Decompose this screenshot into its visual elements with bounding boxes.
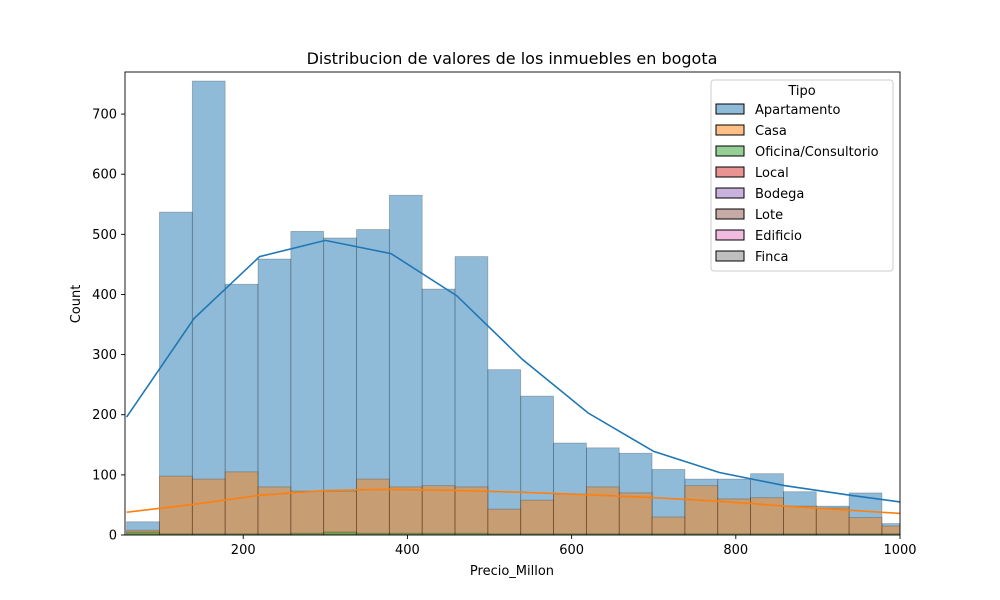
bar [290, 230, 325, 535]
legend-swatch [715, 229, 745, 241]
x-tick-label: 600 [559, 543, 584, 558]
legend-item: Finca [715, 250, 789, 265]
bar [323, 237, 357, 535]
x-tick-label: 400 [395, 543, 420, 558]
y-tick-label: 600 [92, 168, 117, 183]
legend-swatch [715, 166, 745, 178]
legend-item: Edificio [715, 229, 802, 244]
series-2-bars [126, 531, 900, 535]
bar [323, 531, 357, 535]
legend-item: Lote [715, 208, 783, 223]
legend-item: Apartamento [715, 103, 841, 118]
legend-item: Local [715, 166, 789, 181]
legend: Tipo Apartamento Casa Oficina/Consultorio L… [710, 79, 894, 272]
x-axis-label: Precio_Millon [470, 564, 554, 579]
y-axis-label: Count [69, 285, 84, 324]
bar [487, 369, 522, 535]
bar [815, 507, 850, 535]
legend-swatch [715, 187, 745, 199]
y-tick-label: 300 [92, 348, 117, 363]
y-tick-label: 0 [109, 529, 117, 544]
y-tick-label: 200 [92, 408, 117, 423]
bars-layer [126, 80, 900, 535]
bar [684, 485, 719, 535]
legend-swatch [715, 208, 745, 220]
legend-title: Tipo [787, 84, 815, 99]
legend-label: Edificio [755, 229, 802, 244]
x-axis: 200 400 600 800 1000 [231, 535, 917, 558]
bar [848, 517, 883, 535]
plot-frame [124, 71, 901, 536]
bar [421, 485, 456, 535]
legend-label: Casa [755, 124, 787, 139]
x-tick-label: 1000 [883, 543, 916, 558]
y-tick-label: 500 [92, 228, 117, 243]
legend-items: Apartamento Casa Oficina/Consultorio Local B… [715, 103, 879, 265]
series-1-bars [126, 471, 900, 535]
legend-swatch [715, 103, 745, 115]
bar [520, 499, 554, 535]
legend-swatch [715, 250, 745, 262]
legend-label: Lote [755, 208, 783, 223]
legend-label: Apartamento [755, 103, 841, 118]
bar [783, 505, 817, 535]
y-axis: 0 100 200 300 400 500 600 700 [92, 108, 125, 544]
legend-label: Local [755, 166, 789, 181]
legend-swatch [715, 124, 745, 136]
y-tick-label: 400 [92, 288, 117, 303]
legend-label: Bodega [755, 187, 804, 202]
kde-line-0 [125, 239, 900, 503]
legend-item: Bodega [715, 187, 804, 202]
bar [356, 478, 390, 535]
bar [454, 486, 489, 535]
bar [191, 478, 226, 535]
bar [487, 508, 522, 535]
legend-box [710, 79, 894, 272]
legend-label: Finca [755, 250, 789, 265]
legend-swatch [715, 145, 745, 157]
bar [290, 490, 325, 535]
legend-item: Casa [715, 124, 787, 139]
bar [618, 492, 653, 535]
legend-item: Oficina/Consultorio [715, 145, 879, 160]
bar [323, 490, 357, 535]
bar [388, 194, 423, 535]
bar [388, 486, 423, 535]
x-tick-label: 800 [723, 543, 748, 558]
kde-line-1 [126, 488, 900, 515]
bar [717, 498, 751, 535]
bar [651, 516, 686, 535]
bar [126, 531, 160, 535]
chart-title: Distribucion de valores de los inmuebles… [307, 49, 718, 68]
bar [224, 471, 259, 535]
legend-label: Oficina/Consultorio [755, 145, 879, 160]
kde-layer [125, 239, 900, 515]
y-tick-label: 100 [92, 468, 117, 483]
plot-area [124, 71, 901, 536]
bar [191, 80, 226, 535]
x-tick-label: 200 [231, 543, 256, 558]
y-tick-label: 700 [92, 108, 117, 123]
bar [553, 493, 587, 535]
